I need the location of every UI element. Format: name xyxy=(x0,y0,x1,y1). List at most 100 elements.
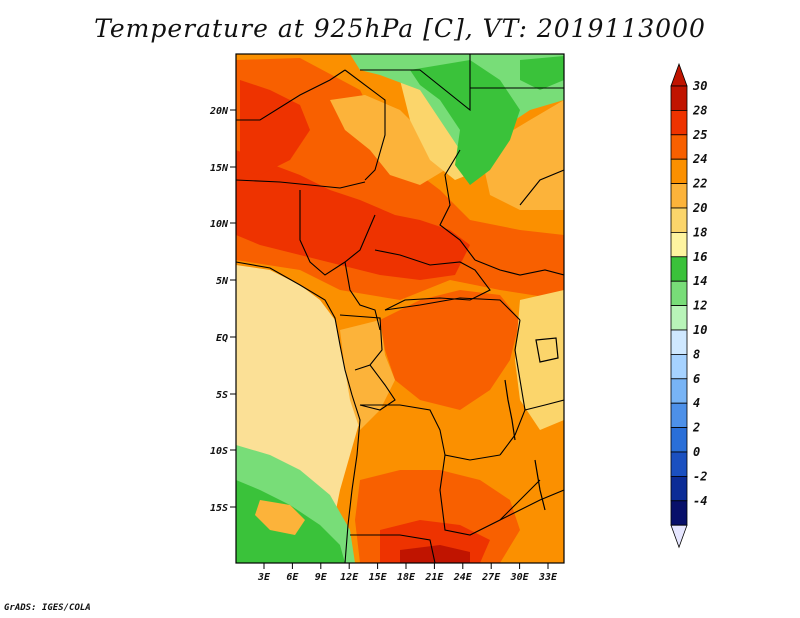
lon-label: 15E xyxy=(369,572,388,583)
colorbar-label: 28 xyxy=(692,103,707,117)
lon-label: 6E xyxy=(286,572,299,583)
lat-label: 5S xyxy=(216,390,228,401)
border-mozambique xyxy=(499,489,564,521)
colorbar-label: 16 xyxy=(693,250,707,264)
field-hot-core-west xyxy=(236,150,470,280)
colorbar-swatch xyxy=(670,475,688,502)
colorbar-swatch xyxy=(670,427,688,453)
field-ne-green xyxy=(520,56,564,90)
lon-label: 3E xyxy=(257,572,271,583)
colorbar-label: 6 xyxy=(693,372,700,386)
border-namibia xyxy=(350,534,436,563)
colorbar-swatch xyxy=(670,280,688,307)
lon-label: 21E xyxy=(424,572,444,583)
field-sahara-yellow xyxy=(330,95,445,185)
grads-credit: GrADS: IGES/COLA xyxy=(4,603,91,613)
map-frame xyxy=(235,53,565,564)
longitude-axis: 3E 6E 9E 12E 15E 18E 21E 24E 27E 30E 33E xyxy=(257,563,558,583)
colorbar-label: 2 xyxy=(692,421,700,435)
colorbar-swatch xyxy=(670,158,688,184)
colorbar-label: 4 xyxy=(693,396,700,410)
colorbar-top-cap xyxy=(670,62,688,87)
border-car xyxy=(374,249,491,311)
lake-victoria xyxy=(535,337,559,363)
lake-malawi xyxy=(534,459,546,511)
colorbar-swatch xyxy=(670,85,688,111)
colorbar-swatch xyxy=(670,256,688,282)
border-angola xyxy=(360,404,501,461)
border-libya-chad xyxy=(360,54,471,112)
colorbar-swatch xyxy=(670,183,688,209)
lon-label: 33E xyxy=(538,572,558,583)
lon-label: 27E xyxy=(481,572,501,583)
colorbar-swatch xyxy=(670,231,688,258)
colorbar-label: 12 xyxy=(693,299,707,313)
latitude-axis: 20N 15N 10N 5N EQ 5S 10S 15S xyxy=(209,106,236,514)
border-drc-west xyxy=(359,364,396,411)
field-hot-core-northwest xyxy=(240,80,310,175)
colorbar-label: 24 xyxy=(692,152,707,166)
lon-label: 12E xyxy=(340,572,359,583)
colorbar-bottom-cap xyxy=(670,524,688,549)
colorbar-swatch xyxy=(670,305,688,331)
colorbar-swatch xyxy=(670,329,688,355)
border-drc-north xyxy=(384,297,521,321)
colorbar-label: 30 xyxy=(692,79,707,93)
lon-label: 24E xyxy=(453,572,473,583)
border-niger-north xyxy=(344,69,386,181)
border-zambia xyxy=(439,454,541,536)
country-borders xyxy=(236,54,564,563)
colorbar-label: 22 xyxy=(692,177,707,191)
border-tanzania xyxy=(524,399,564,411)
border-sahel-west xyxy=(236,179,366,189)
lake-tanganyika xyxy=(504,379,516,441)
colorbar-label: -4 xyxy=(693,494,707,508)
field-north-green-dark xyxy=(410,60,520,185)
colorbar-swatch xyxy=(670,207,688,233)
lat-label: 20N xyxy=(209,106,229,117)
lat-label: 5N xyxy=(216,276,229,287)
lon-label: 18E xyxy=(397,572,416,583)
border-gabon-congo xyxy=(339,314,383,371)
colorbar-label: 0 xyxy=(693,445,700,459)
colorbar-label: -2 xyxy=(693,469,707,483)
colorbar-label: 20 xyxy=(692,201,707,215)
lat-label: 10N xyxy=(210,219,229,230)
field-south-red xyxy=(400,545,470,563)
border-south-sudan xyxy=(474,259,564,276)
field-southwest-yellow-island xyxy=(255,500,305,535)
border-cameroon xyxy=(344,261,381,331)
lat-label: 15N xyxy=(210,163,229,174)
border-ethiopia xyxy=(519,169,564,206)
lat-label: 15S xyxy=(210,503,228,514)
map-title: Temperature at 925hPa [C], VT: 201911300… xyxy=(94,14,706,43)
field-congo-orange xyxy=(380,290,520,410)
lat-label: EQ xyxy=(216,333,228,344)
colorbar-swatch xyxy=(670,353,688,380)
lat-label: 10S xyxy=(210,446,228,457)
border-drc-east xyxy=(499,319,526,456)
colorbar-swatch xyxy=(670,402,688,429)
colorbar-label: 18 xyxy=(693,225,707,239)
colorbar-label: 25 xyxy=(692,128,707,142)
colorbar-label: 8 xyxy=(693,347,700,361)
map-field xyxy=(236,54,564,563)
colorbar-swatch xyxy=(670,500,688,526)
colorbar-swatch xyxy=(670,451,688,477)
field-east-yellow xyxy=(480,100,564,210)
lon-label: 9E xyxy=(315,572,328,583)
colorbar-swatch xyxy=(670,110,688,136)
lon-label: 30E xyxy=(510,572,530,583)
field-central-yellow xyxy=(340,320,395,430)
colorbar-swatch xyxy=(670,134,688,160)
border-nigeria xyxy=(299,190,376,276)
border-chad-sudan xyxy=(439,149,476,261)
colorbar-label: 10 xyxy=(693,323,707,337)
coastline xyxy=(236,261,361,563)
border-sahara-west xyxy=(236,69,346,121)
lakes xyxy=(504,337,559,511)
colorbar-swatch xyxy=(670,378,688,404)
colorbar-label: 14 xyxy=(693,274,707,288)
